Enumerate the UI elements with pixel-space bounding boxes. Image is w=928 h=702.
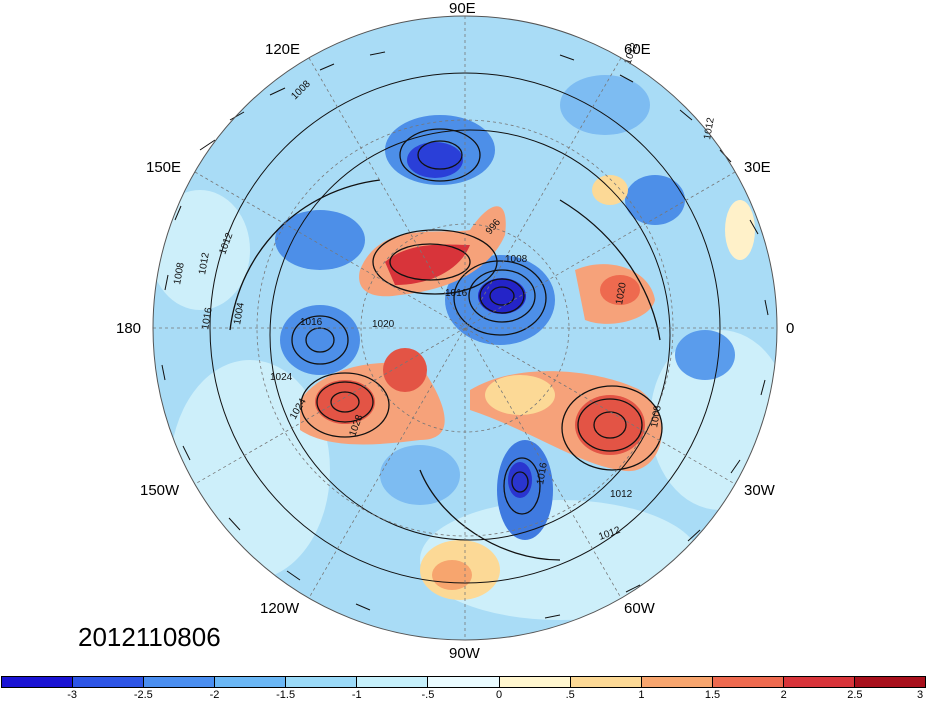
- lon-label-0: 0: [786, 320, 795, 337]
- colorbar-segment: [428, 677, 500, 687]
- colorbar-tick-label: 2: [780, 689, 787, 701]
- colorbar-tick-label: -2.5: [133, 689, 153, 701]
- colorbar-tick-label: -3: [67, 689, 78, 701]
- contour-label: 1024: [270, 372, 293, 383]
- colorbar-segment: [641, 677, 713, 687]
- colorbar-segment: [2, 677, 74, 687]
- colorbar-segment: [854, 677, 926, 687]
- wind-barbs: [161, 51, 769, 619]
- contour-label: 1008: [649, 404, 664, 428]
- timestamp-label: 2012110806: [78, 622, 221, 652]
- contour-label: 1008: [505, 254, 528, 265]
- contour-label: 1012: [702, 116, 717, 140]
- lon-label-120e: 120E: [265, 41, 301, 58]
- colorbar-segment: [712, 677, 784, 687]
- colorbar-tick-label: -.5: [421, 689, 435, 701]
- colorbar: [1, 676, 926, 688]
- lon-label-120w: 120W: [260, 600, 300, 617]
- colorbar-segment: [783, 677, 855, 687]
- colorbar-segment: [215, 677, 287, 687]
- contour-label: 1008: [172, 261, 187, 285]
- contour-label: 1016: [300, 317, 323, 328]
- colorbar-tick-label: 0: [496, 689, 503, 701]
- contour-label: 1020: [614, 281, 629, 305]
- lon-label-30w: 30W: [744, 482, 775, 499]
- lon-label-90w: 90W: [449, 645, 480, 662]
- lon-label-180: 180: [116, 320, 142, 337]
- colorbar-segment: [570, 677, 642, 687]
- colorbar-tick-label: 1: [638, 689, 645, 701]
- lon-label-60e: 60E: [624, 41, 651, 58]
- colorbar-tick-label: -2: [209, 689, 220, 701]
- lon-label-90e: 90E: [449, 0, 476, 17]
- contour-label: 1012: [610, 489, 633, 500]
- colorbar-tick-label: .5: [565, 689, 575, 701]
- graticule: [153, 16, 777, 640]
- contour-label: 1004: [232, 301, 247, 325]
- contour-label: 1020: [372, 319, 395, 330]
- lon-label-150e: 150E: [146, 159, 182, 176]
- colorbar-tick-label: 1.5: [704, 689, 721, 701]
- contour-label: 1016: [445, 288, 468, 299]
- colorbar-segment: [144, 677, 216, 687]
- colorbar-segment: [357, 677, 429, 687]
- colorbar-segment: [286, 677, 358, 687]
- colorbar-tick-label: 2.5: [847, 689, 863, 701]
- colorbar-tick-label: -1.5: [276, 689, 296, 701]
- contour-label: 1016: [535, 461, 550, 485]
- colorbar-segment: [499, 677, 571, 687]
- contour-label: 1012: [197, 251, 212, 275]
- colorbar-tick-label: -1: [351, 689, 362, 701]
- lon-label-150w: 150W: [140, 482, 180, 499]
- colorbar-segment: [73, 677, 145, 687]
- colorbar-tick-label: 3: [916, 689, 924, 701]
- contour-label: 1016: [200, 306, 215, 330]
- lon-label-60w: 60W: [624, 600, 655, 617]
- lon-label-30e: 30E: [744, 159, 771, 176]
